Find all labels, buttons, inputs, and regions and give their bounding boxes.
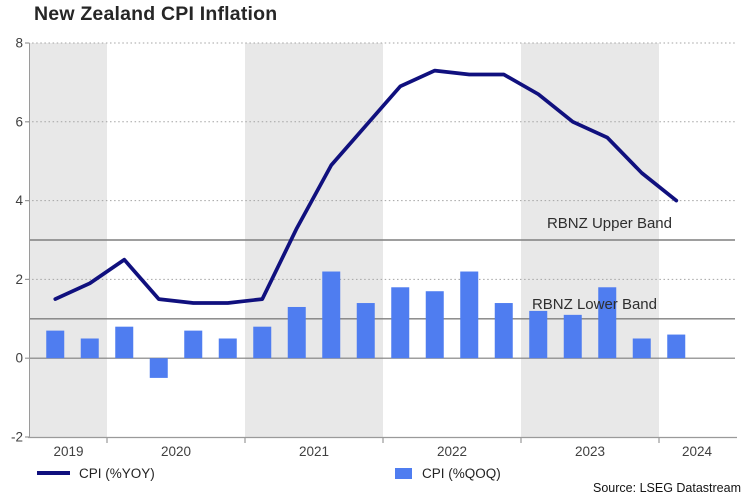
bar-swatch-icon — [395, 467, 412, 479]
qoq-bar — [563, 314, 582, 359]
yoy-line — [53, 68, 679, 305]
line-swatch-icon — [37, 471, 70, 475]
rbnz-upper-band-label: RBNZ Upper Band — [546, 215, 672, 232]
qoq-bar — [529, 310, 548, 359]
qoq-bar — [632, 338, 651, 359]
legend-item-yoy: CPI (%YOY) — [37, 465, 155, 481]
qoq-bar — [391, 287, 410, 359]
qoq-bar — [115, 326, 134, 359]
source-credit: Source: LSEG Datastream — [593, 481, 741, 495]
legend-label-yoy: CPI (%YOY) — [79, 465, 155, 481]
rbnz-lower-band-label: RBNZ Lower Band — [531, 296, 657, 313]
y-tick-label: 4 — [15, 193, 23, 208]
qoq-bar — [322, 271, 341, 359]
qoq-bar — [80, 338, 99, 359]
qoq-bar — [494, 303, 513, 359]
qoq-bar — [149, 358, 168, 378]
legend-item-qoq: CPI (%QOQ) — [395, 465, 501, 481]
x-tick-label: 2021 — [299, 444, 329, 459]
y-tick-label: 6 — [15, 114, 23, 129]
qoq-bar — [598, 287, 617, 359]
qoq-bar — [287, 306, 306, 359]
x-tick-label: 2022 — [437, 444, 467, 459]
x-tick-label: 2020 — [161, 444, 191, 459]
qoq-bar — [460, 271, 479, 359]
y-tick-label: 2 — [15, 272, 23, 287]
y-tick-label: -2 — [11, 430, 23, 445]
qoq-bar — [667, 334, 686, 359]
qoq-bar — [184, 330, 203, 359]
x-tick-label: 2024 — [682, 444, 713, 459]
page-title: New Zealand CPI Inflation — [34, 3, 278, 25]
qoq-bar — [218, 338, 237, 359]
qoq-bar — [253, 326, 272, 359]
x-tick-label: 2023 — [575, 444, 605, 459]
qoq-bar — [46, 330, 65, 359]
qoq-bar — [356, 303, 375, 359]
qoq-bar — [425, 291, 444, 359]
x-tick-label: 2019 — [53, 444, 83, 459]
y-tick-label: 0 — [15, 351, 23, 366]
legend-label-qoq: CPI (%QOQ) — [422, 465, 501, 481]
y-tick-label: 8 — [15, 36, 23, 51]
